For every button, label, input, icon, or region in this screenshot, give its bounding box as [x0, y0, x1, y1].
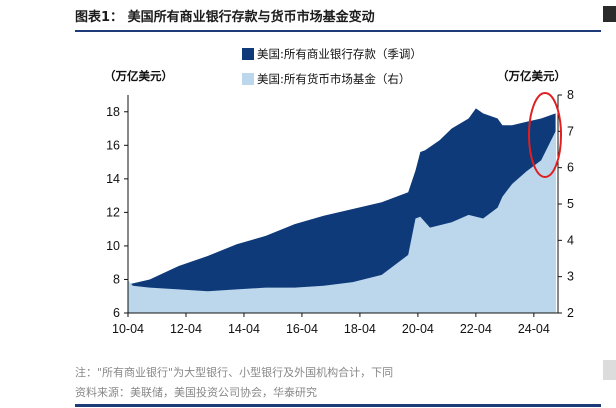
x-tick-label: 12-04	[170, 322, 202, 336]
right-tick-label: 7	[567, 124, 574, 138]
right-tick-label: 4	[567, 233, 574, 247]
chart-note: 注："所有商业银行"为大型银行、小型银行及外国机构合计，下同	[75, 366, 394, 379]
x-tick-label: 14-04	[228, 322, 260, 336]
chart-source: 资料来源：美联储，美国投资公司协会，华泰研究	[75, 386, 317, 399]
x-tick-label: 24-04	[518, 322, 550, 336]
x-tick-label: 18-04	[344, 322, 376, 336]
legend-label-mmf: 美国:所有货币市场基金（右）	[257, 72, 410, 86]
left-tick-label: 10	[106, 239, 120, 253]
x-tick-label: 10-04	[112, 322, 144, 336]
right-tick-label: 8	[567, 88, 574, 102]
mmf-area	[128, 131, 556, 313]
legend-swatch-deposits	[242, 48, 254, 60]
right-tick-label: 3	[567, 270, 574, 284]
edge-fragment	[603, 6, 616, 22]
edge-fragment	[603, 360, 616, 380]
header-rule	[75, 30, 601, 32]
left-axis-unit: （万亿美元）	[104, 69, 173, 83]
left-tick-label: 14	[106, 172, 120, 186]
right-tick-label: 5	[567, 197, 574, 211]
left-tick-label: 12	[106, 205, 120, 219]
x-tick-label: 22-04	[460, 322, 492, 336]
highlight-ellipse	[528, 92, 562, 178]
right-axis-unit: （万亿美元）	[497, 69, 566, 83]
left-tick-label: 8	[113, 272, 120, 286]
right-tick-label: 6	[567, 161, 574, 175]
figure-title: 图表1： 美国所有商业银行存款与货币市场基金变动	[75, 10, 375, 25]
left-tick-label: 16	[106, 138, 120, 152]
x-tick-label: 16-04	[286, 322, 318, 336]
legend-label-deposits: 美国:所有商业银行存款（季调）	[257, 47, 422, 61]
x-tick-label: 20-04	[402, 322, 434, 336]
legend-swatch-mmf	[242, 73, 254, 85]
footer-rule	[75, 404, 601, 407]
left-tick-label: 18	[106, 105, 120, 119]
left-tick-label: 6	[113, 306, 120, 320]
right-tick-label: 2	[567, 306, 574, 320]
